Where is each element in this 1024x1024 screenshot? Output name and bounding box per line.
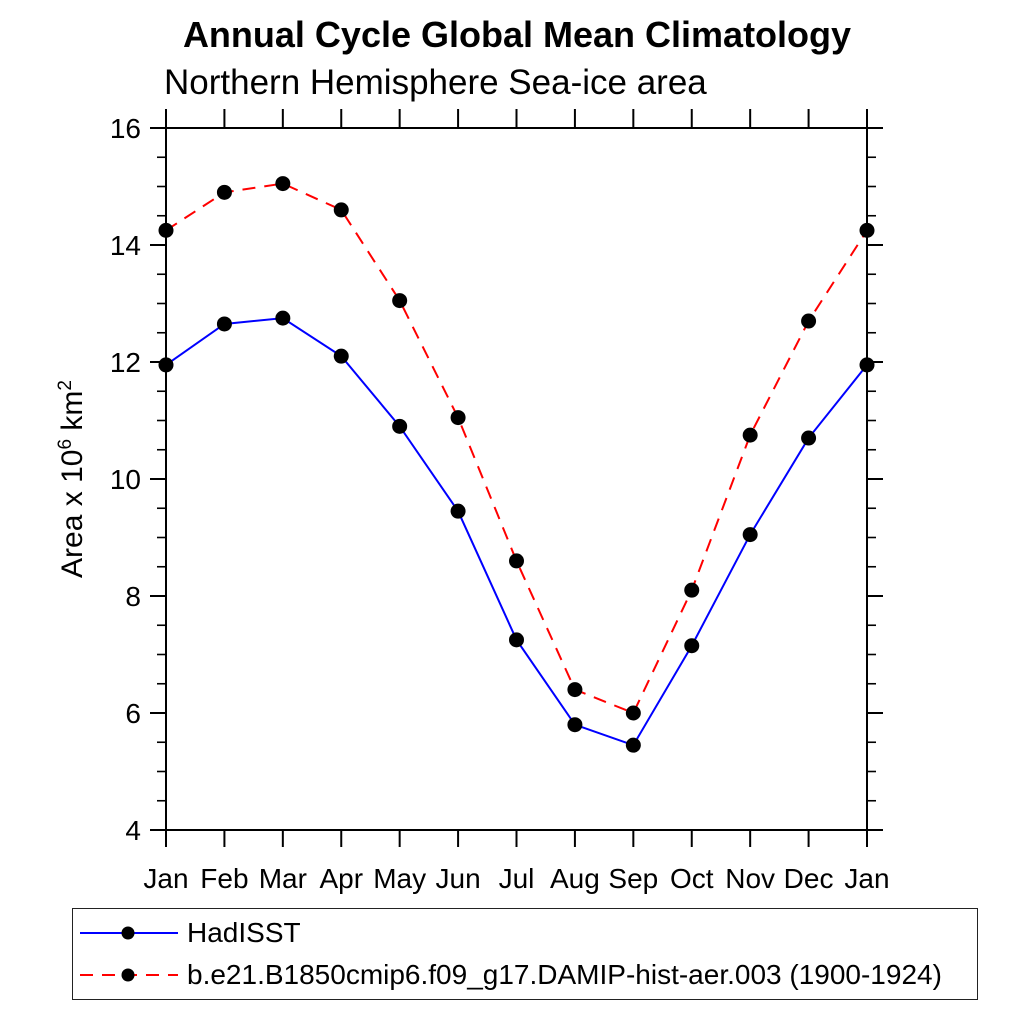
x-tick-label: Dec xyxy=(784,863,834,894)
legend-label-hadisst: HadISST xyxy=(187,917,301,948)
data-point-marker xyxy=(450,410,466,426)
data-point-marker xyxy=(275,310,291,326)
x-tick-label: Nov xyxy=(725,863,775,894)
x-tick-label: Oct xyxy=(670,863,714,894)
x-tick-label: Mar xyxy=(259,863,307,894)
data-point-marker xyxy=(625,737,641,753)
data-point-marker xyxy=(859,222,875,238)
data-point-marker xyxy=(684,638,700,654)
x-tick-label: Jan xyxy=(143,863,188,894)
legend-sample-marker xyxy=(121,968,135,982)
y-tick-label: 4 xyxy=(125,815,141,846)
legend-line-sample-hadisst xyxy=(80,926,178,940)
data-point-marker xyxy=(392,418,408,434)
data-point-marker xyxy=(801,430,817,446)
legend-line-sample-model xyxy=(80,968,178,982)
data-point-marker xyxy=(333,202,349,218)
x-tick-label: May xyxy=(373,863,426,894)
data-point-marker xyxy=(742,427,758,443)
x-tick-label: Jan xyxy=(844,863,889,894)
data-point-marker xyxy=(450,503,466,519)
legend-sample-marker xyxy=(121,926,135,940)
y-tick-label: 16 xyxy=(110,113,141,144)
data-point-marker xyxy=(742,527,758,543)
data-point-marker xyxy=(859,357,875,373)
legend-item-model: b.e21.B1850cmip6.f09_g17.DAMIP-hist-aer.… xyxy=(73,956,977,994)
y-tick-label: 6 xyxy=(125,698,141,729)
data-point-marker xyxy=(275,176,291,192)
x-tick-label: Apr xyxy=(319,863,363,894)
series-line-hadisst xyxy=(165,317,868,747)
x-tick-label: Jun xyxy=(436,863,481,894)
data-point-marker xyxy=(801,313,817,329)
x-tick-label: Aug xyxy=(550,863,600,894)
data-point-marker xyxy=(684,582,700,598)
plot-frame xyxy=(165,127,868,831)
data-point-marker xyxy=(216,184,232,200)
y-tick-label: 10 xyxy=(110,464,141,495)
chart-subtitle: Northern Hemisphere Sea-ice area xyxy=(164,63,707,102)
x-tick-label: Feb xyxy=(200,863,248,894)
legend: HadISST b.e21.B1850cmip6.f09_g17.DAMIP-h… xyxy=(72,908,978,1000)
data-point-marker xyxy=(158,222,174,238)
data-point-marker xyxy=(625,705,641,721)
legend-label-model: b.e21.B1850cmip6.f09_g17.DAMIP-hist-aer.… xyxy=(187,959,942,990)
data-point-marker xyxy=(216,316,232,332)
data-point-marker xyxy=(509,632,524,648)
data-point-marker xyxy=(567,717,583,733)
y-tick-label: 12 xyxy=(110,347,141,378)
y-tick-label: 8 xyxy=(125,581,141,612)
data-point-marker xyxy=(509,553,524,569)
x-tick-label: Jul xyxy=(499,863,535,894)
data-point-marker xyxy=(392,293,408,309)
legend-item-hadisst: HadISST xyxy=(73,914,977,952)
data-point-marker xyxy=(567,682,583,698)
x-tick-label: Sep xyxy=(608,863,658,894)
chart-title: Annual Cycle Global Mean Climatology xyxy=(182,14,852,55)
y-tick-label: 14 xyxy=(110,230,141,261)
data-point-marker xyxy=(333,348,349,364)
data-point-marker xyxy=(158,357,174,373)
